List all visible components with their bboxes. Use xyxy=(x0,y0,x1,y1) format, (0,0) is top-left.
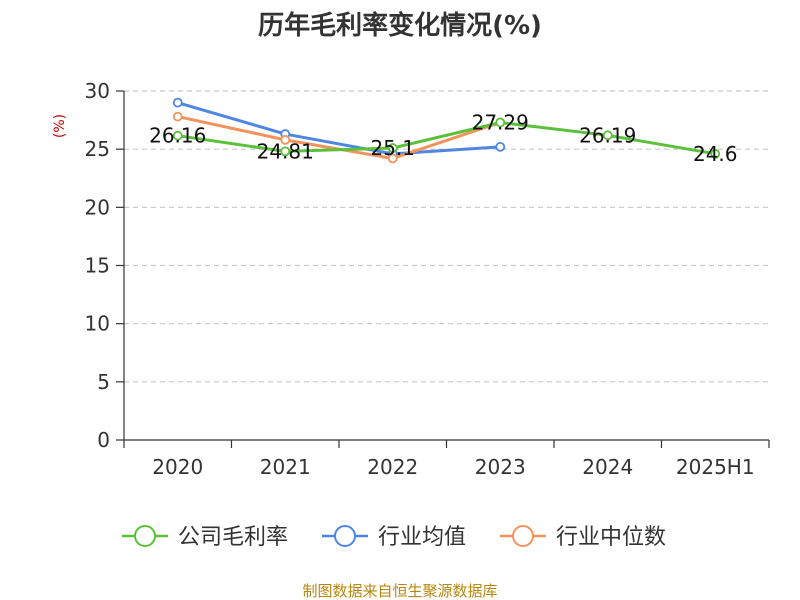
data-label: 26.19 xyxy=(579,123,636,147)
data-point xyxy=(172,130,183,141)
x-tick-label: 2024 xyxy=(582,455,633,479)
data-label: 24.81 xyxy=(257,139,314,163)
data-label: 26.16 xyxy=(149,124,206,148)
x-tick-label: 2022 xyxy=(367,455,418,479)
legend-label-1: 行业均值 xyxy=(378,525,466,550)
x-tick-label: 2020 xyxy=(152,455,203,479)
x-tick-label: 2025H1 xyxy=(676,455,755,479)
x-tick-labels: 2020 2021 2022 2023 2024 2025H1 xyxy=(152,455,754,479)
data-point xyxy=(387,153,398,164)
source-note: 制图数据来自恒生聚源数据库 xyxy=(302,582,497,600)
chart-title: 历年毛利率变化情况(%) xyxy=(258,10,542,41)
legend-marker-2 xyxy=(512,525,534,547)
series-line-1 xyxy=(176,101,502,156)
data-point xyxy=(387,143,398,153)
data-label: 27.29 xyxy=(472,111,529,135)
y-tick-label: 5 xyxy=(97,370,110,394)
series-line-2 xyxy=(176,115,502,160)
data-label: 24.6 xyxy=(693,142,738,166)
y-tick-label: 30 xyxy=(85,79,110,103)
x-tick-label: 2023 xyxy=(475,455,526,479)
axes xyxy=(116,90,770,448)
data-labels: 26.16 24.81 25.1 27.29 26.19 24.6 xyxy=(149,111,737,166)
legend-label-2: 行业中位数 xyxy=(556,525,666,550)
y-axis-unit: (%) xyxy=(52,114,68,138)
y-tick-label: 0 xyxy=(97,428,110,452)
series-lines xyxy=(172,97,721,164)
data-point xyxy=(495,117,506,128)
y-tick-label: 20 xyxy=(85,195,110,219)
data-point xyxy=(280,146,291,157)
data-label: 25.1 xyxy=(370,136,415,160)
series-line-0 xyxy=(176,121,717,156)
legend: 公司毛利率 行业均值 行业中位数 xyxy=(122,525,666,550)
legend-label-0: 公司毛利率 xyxy=(178,525,288,550)
data-point xyxy=(710,148,721,159)
data-point xyxy=(602,130,613,141)
data-point xyxy=(495,141,506,152)
y-tick-label: 10 xyxy=(85,312,110,336)
y-tick-label: 15 xyxy=(85,254,110,278)
data-point xyxy=(172,97,183,108)
legend-marker-0 xyxy=(134,525,156,547)
y-tick-label: 25 xyxy=(85,137,110,161)
data-point xyxy=(280,134,291,145)
x-tick-label: 2021 xyxy=(260,455,311,479)
y-tick-labels: 0 5 10 15 20 25 30 xyxy=(85,79,110,452)
legend-marker-1 xyxy=(334,525,356,547)
data-point xyxy=(172,111,183,122)
